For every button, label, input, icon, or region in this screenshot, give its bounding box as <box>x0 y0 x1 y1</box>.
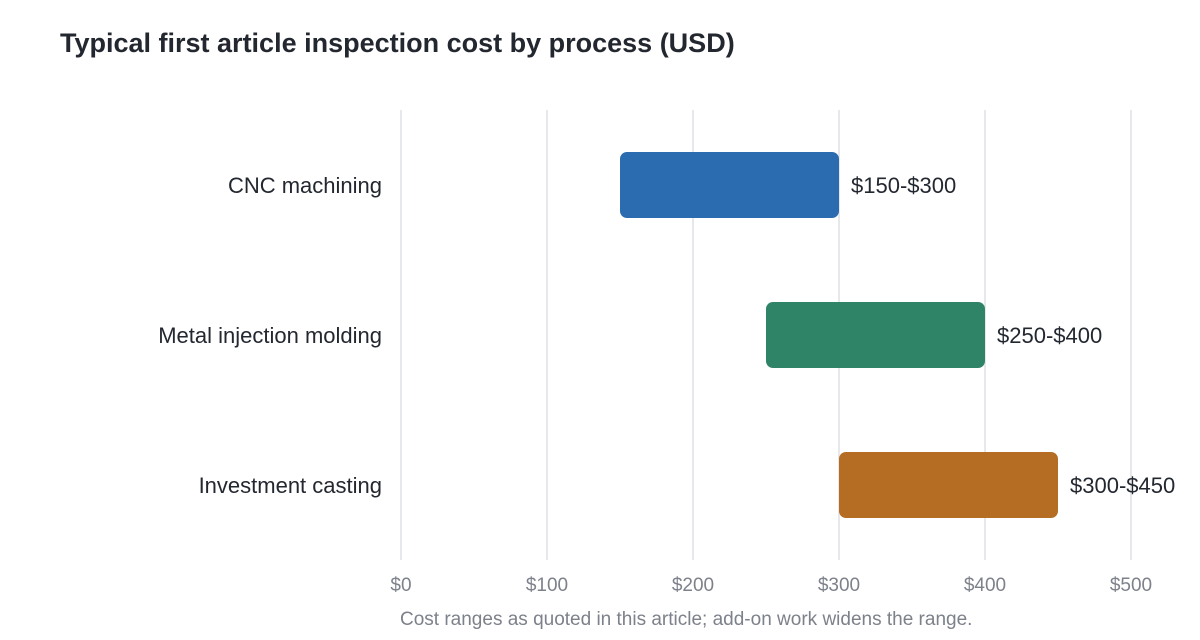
range-bar-metal-injection-molding <box>766 302 985 368</box>
category-label-investment-casting: Investment casting <box>199 473 382 498</box>
range-bar-cnc-machining <box>620 152 839 218</box>
value-label-investment-casting: $300-$450 <box>1070 473 1175 498</box>
x-tick-label-200: $200 <box>672 575 714 596</box>
range-bar-investment-casting <box>839 452 1058 518</box>
chart-title: Typical first article inspection cost by… <box>60 28 735 58</box>
x-tick-label-100: $100 <box>526 575 568 596</box>
chart-footnote: Cost ranges as quoted in this article; a… <box>400 609 973 630</box>
category-label-cnc-machining: CNC machining <box>228 173 382 198</box>
x-tick-label-0: $0 <box>390 575 411 596</box>
category-label-metal-injection-molding: Metal injection molding <box>158 323 382 348</box>
x-tick-label-300: $300 <box>818 575 860 596</box>
value-label-cnc-machining: $150-$300 <box>851 173 956 198</box>
value-label-metal-injection-molding: $250-$400 <box>997 323 1102 348</box>
x-tick-label-400: $400 <box>964 575 1006 596</box>
x-tick-label-500: $500 <box>1110 575 1152 596</box>
